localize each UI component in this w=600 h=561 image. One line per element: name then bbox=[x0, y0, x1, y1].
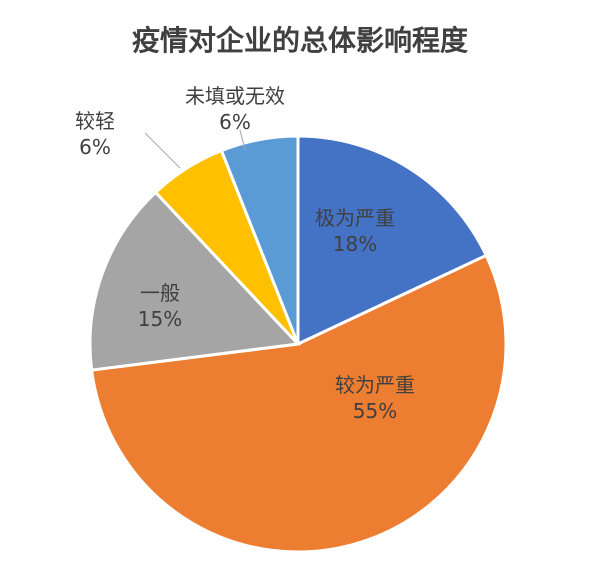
slice-value-label: 6% bbox=[219, 110, 251, 134]
slice-label: 未填或无效 bbox=[185, 84, 285, 108]
slice-label: 一般 bbox=[140, 281, 180, 305]
slice-label: 较为严重 bbox=[335, 373, 415, 397]
pie-slice-3 bbox=[88, 190, 302, 372]
chart-title: 疫情对企业的总体影响程度 bbox=[132, 24, 468, 57]
slice-value-label: 55% bbox=[353, 399, 397, 423]
slice-label: 较轻 bbox=[75, 109, 115, 133]
slice-value-label: 6% bbox=[79, 135, 111, 159]
slice-label: 极为严重 bbox=[315, 206, 395, 230]
pie-slice-2 bbox=[89, 253, 508, 554]
leader-line bbox=[239, 129, 246, 151]
slice-value-label: 15% bbox=[138, 307, 182, 331]
pie-slice-5 bbox=[219, 134, 300, 345]
pie-slice-1 bbox=[296, 134, 489, 347]
leader-line bbox=[144, 132, 181, 169]
slice-value-label: 18% bbox=[333, 232, 377, 256]
